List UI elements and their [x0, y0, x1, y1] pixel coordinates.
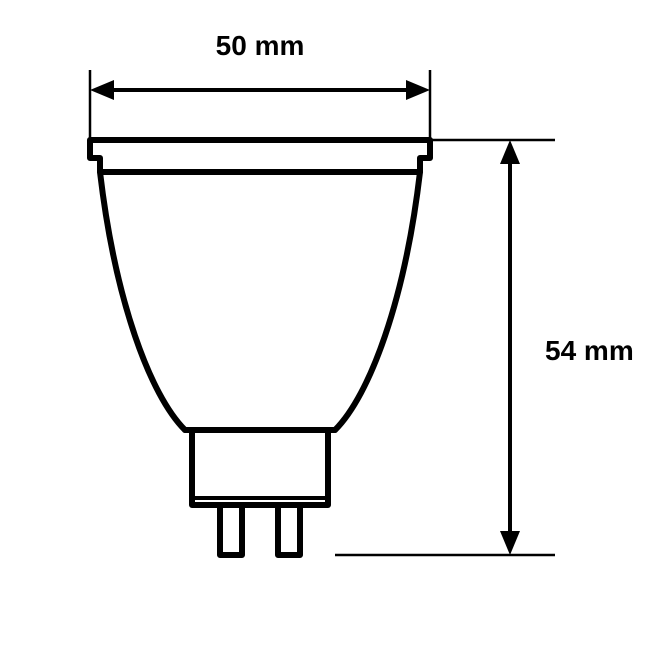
height-label: 54 mm — [545, 335, 634, 366]
width-label: 50 mm — [216, 30, 305, 61]
pin-right — [278, 505, 300, 555]
bulb-outline — [90, 140, 430, 555]
width-dimension: 50 mm — [90, 30, 430, 140]
bulb-dimension-diagram: 50 mm 54 mm — [0, 0, 650, 650]
pin-left — [220, 505, 242, 555]
